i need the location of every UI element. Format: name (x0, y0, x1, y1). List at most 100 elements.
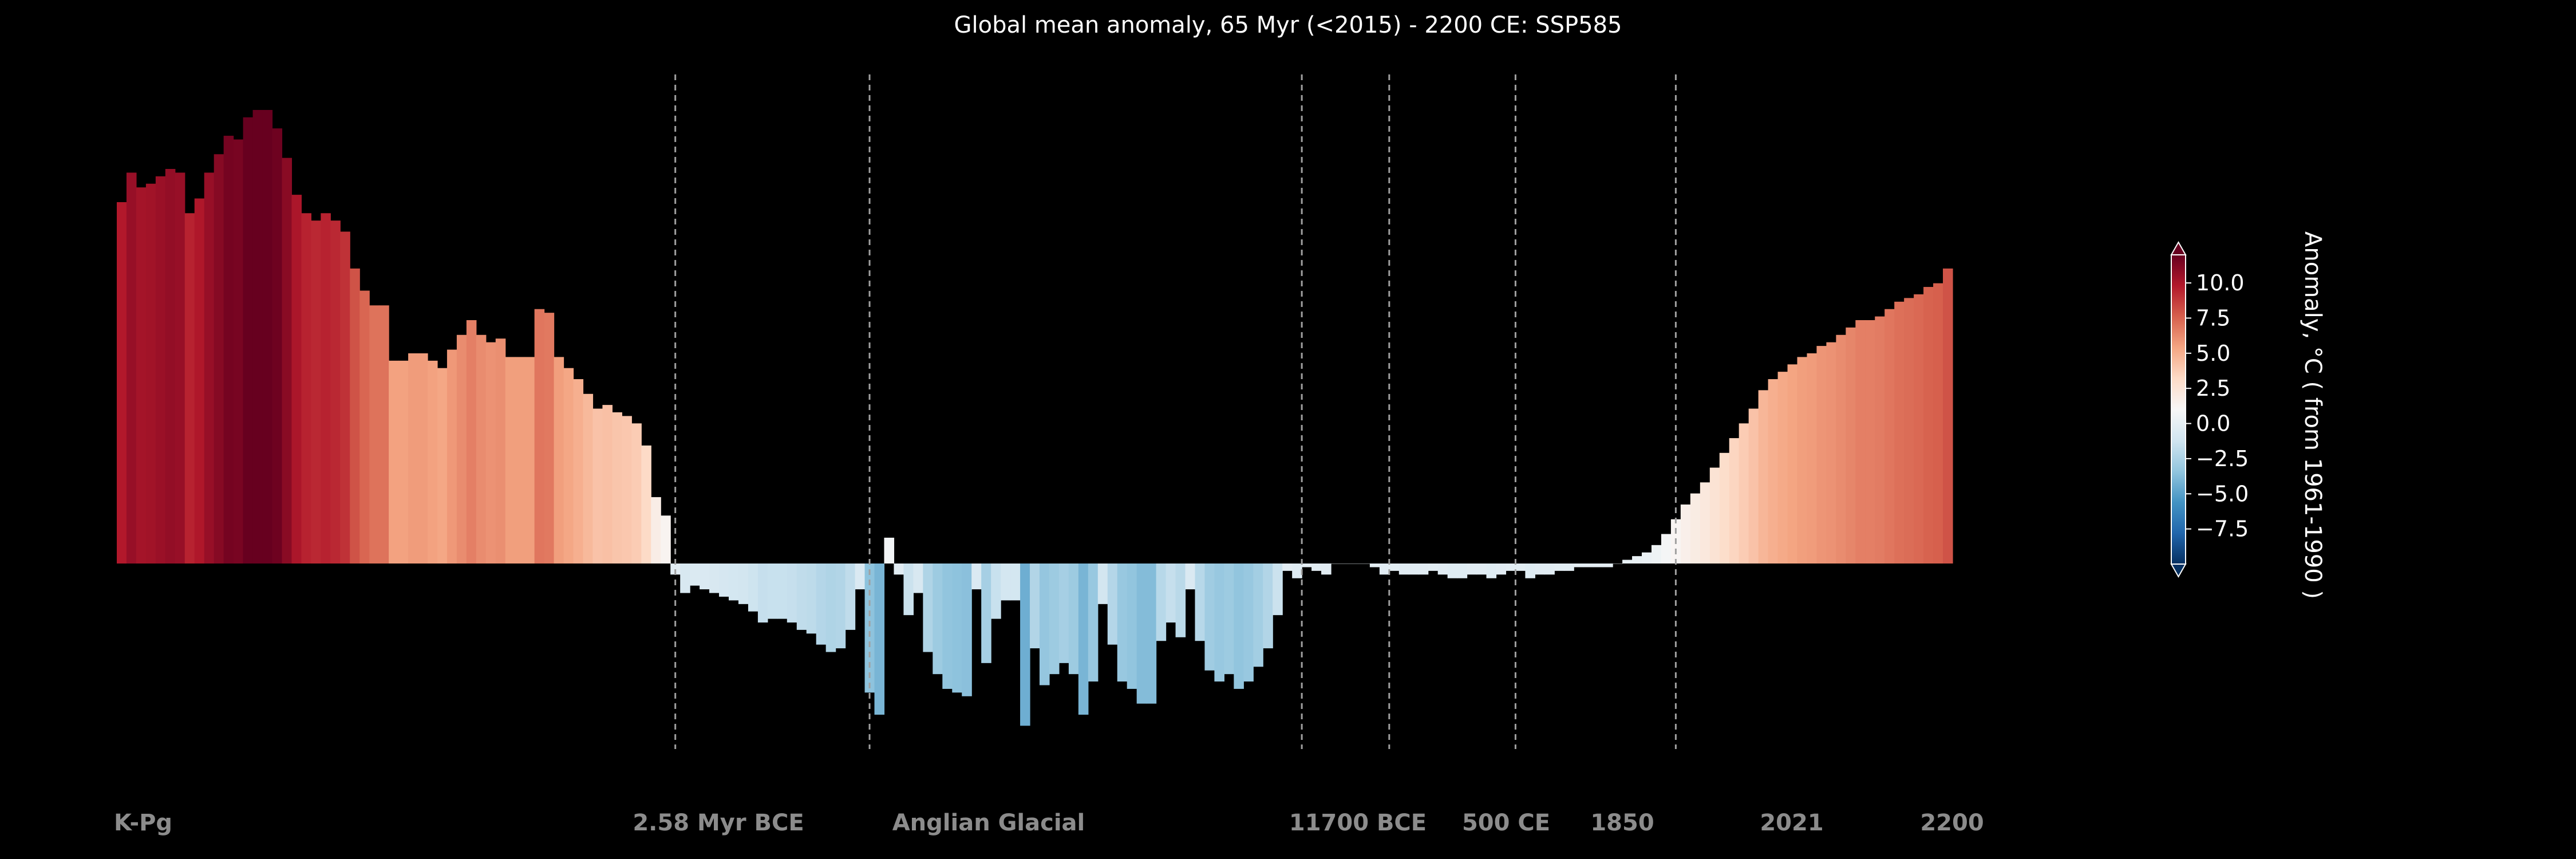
bar (1719, 452, 1730, 564)
bar (573, 379, 584, 564)
bar (1739, 423, 1749, 564)
bar (330, 220, 341, 564)
bar (427, 360, 438, 564)
colorbar-tick-label: −2.5 (2196, 446, 2249, 471)
bar (379, 305, 389, 564)
bar (700, 564, 710, 590)
bar (1933, 283, 1943, 564)
bar (1195, 564, 1206, 641)
bar (729, 564, 739, 601)
bar (1273, 564, 1283, 616)
bar (845, 564, 856, 630)
bar (816, 564, 827, 645)
bar (1564, 564, 1574, 571)
bar (252, 110, 263, 564)
bar (456, 334, 467, 564)
bar (447, 349, 457, 564)
bar (1437, 564, 1448, 575)
bar (1030, 564, 1040, 649)
bar (962, 564, 972, 696)
colorbar: 10.0 7.5 5.0 2.5 0.0 −2.5 −5.0 −7.5 (2170, 241, 2249, 578)
bar (894, 564, 904, 575)
bar (923, 564, 933, 652)
bar (418, 353, 428, 564)
marker-label: 2200 (1920, 810, 1984, 836)
bar (145, 183, 156, 564)
bar (1039, 564, 1050, 685)
bar (1797, 357, 1808, 564)
bar (340, 231, 350, 564)
bar (1302, 564, 1312, 568)
colorbar-tick-label: 10.0 (2196, 270, 2245, 295)
bar (1855, 320, 1866, 564)
bar (1049, 564, 1060, 675)
bar (243, 117, 254, 564)
bar (1486, 564, 1497, 578)
bar (1088, 564, 1099, 682)
bar (1001, 564, 1011, 601)
bar (194, 198, 205, 564)
marker-label: 2021 (1760, 810, 1823, 836)
bar (748, 564, 758, 612)
bar (1729, 438, 1740, 564)
bar (1758, 390, 1769, 564)
bar (389, 360, 399, 564)
bar (651, 497, 661, 564)
bar (1544, 564, 1555, 575)
bar (1127, 564, 1137, 689)
marker-label: 500 CE (1462, 810, 1550, 836)
bar (796, 564, 807, 630)
bar (1603, 564, 1613, 568)
bar (1836, 334, 1846, 564)
bar (767, 564, 778, 619)
bar (184, 213, 195, 564)
bar (1583, 564, 1594, 568)
bar (991, 564, 1001, 619)
bar (126, 172, 137, 564)
bar (1865, 320, 1875, 564)
bar (1146, 564, 1157, 704)
bar (1234, 564, 1244, 689)
bar (1632, 556, 1642, 564)
marker-label: 2.58 Myr BCE (633, 810, 804, 836)
bar (855, 564, 866, 590)
bar (1447, 564, 1458, 578)
bar (1496, 564, 1507, 575)
bar (1224, 564, 1234, 675)
bar (1214, 564, 1224, 682)
chart-title: Global mean anomaly, 65 Myr (<2015) - 22… (954, 12, 1622, 38)
bar (1709, 467, 1720, 564)
bar (1787, 364, 1798, 564)
bar (1875, 316, 1885, 564)
bar (466, 320, 477, 564)
bar (933, 564, 943, 675)
bar (583, 393, 594, 564)
marker-labels: K-Pg 2.58 Myr BCE Anglian Glacial 11700 BCE… (114, 810, 1984, 836)
bar (534, 309, 545, 564)
bar (1642, 552, 1652, 564)
bar (1816, 346, 1827, 564)
marker-label: Anglian Glacial (892, 810, 1085, 836)
bar (563, 368, 574, 564)
bar (485, 342, 496, 564)
bar (476, 334, 487, 564)
bar (1010, 564, 1021, 601)
bar (495, 338, 506, 564)
bar (1748, 408, 1759, 564)
bar (602, 405, 613, 564)
bar (1574, 564, 1584, 568)
bar (787, 564, 797, 623)
bar (1846, 327, 1856, 564)
bar (612, 412, 622, 564)
bar (1914, 294, 1924, 564)
bar (1535, 564, 1545, 575)
colorbar-tick-label: 7.5 (2196, 305, 2230, 330)
bar (1292, 564, 1302, 578)
bar (1398, 564, 1409, 575)
bar (1943, 268, 1953, 564)
bar (1428, 564, 1439, 571)
bar (680, 564, 690, 593)
bar (1884, 309, 1895, 564)
bar (806, 564, 817, 634)
